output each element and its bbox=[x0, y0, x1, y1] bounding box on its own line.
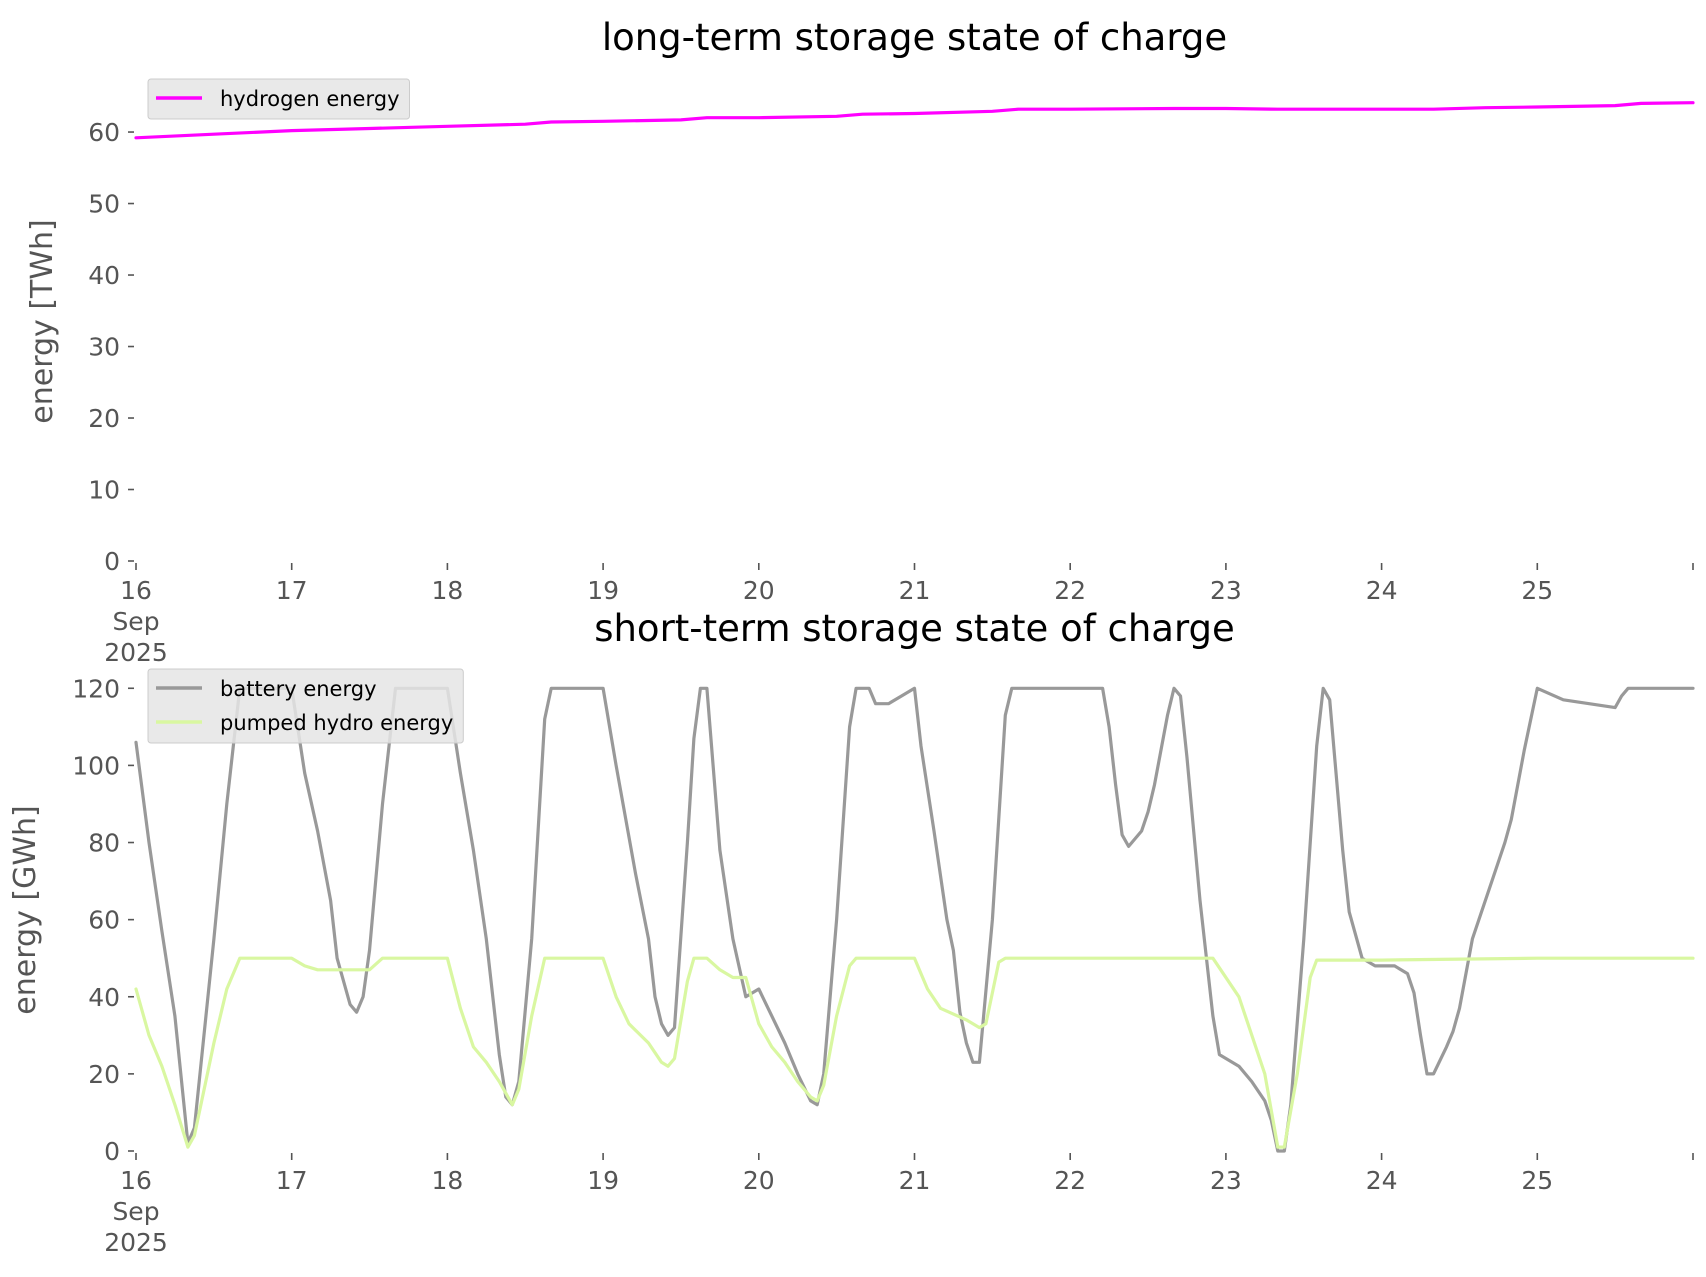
y-tick-label: 10 bbox=[88, 476, 120, 505]
legend-items: battery energy pumped hydro energy bbox=[156, 677, 453, 735]
series-lines bbox=[134, 686, 1695, 1153]
legend: hydrogen energy bbox=[147, 78, 410, 120]
legend-label-pumped-hydro-energy: pumped hydro energy bbox=[220, 711, 453, 735]
series-line-battery-energy bbox=[134, 686, 1695, 1153]
long-term-storage-chart: long-term storage state of charge energy… bbox=[25, 16, 1695, 667]
y-axis-label: energy [TWh] bbox=[25, 219, 60, 423]
x-tick-label: 24 bbox=[1366, 1166, 1398, 1195]
legend-label-battery-energy: battery energy bbox=[220, 677, 377, 701]
series-line-pumped-hydro-energy bbox=[134, 956, 1695, 1149]
short-term-storage-chart: short-term storage state of charge energ… bbox=[8, 607, 1695, 1257]
x-tick-label: 20 bbox=[743, 576, 775, 605]
x-tick-label: 21 bbox=[899, 576, 931, 605]
legend-label-hydrogen-energy: hydrogen energy bbox=[220, 87, 400, 111]
x-tick-label: Sep bbox=[112, 607, 159, 636]
y-tick-label: 20 bbox=[88, 404, 120, 433]
x-tick-label: 17 bbox=[276, 1166, 308, 1195]
x-tick-label: 19 bbox=[587, 1166, 619, 1195]
x-tick-label: 2025 bbox=[104, 1228, 168, 1257]
x-tick-label: 18 bbox=[431, 1166, 463, 1195]
x-tick-label: 23 bbox=[1210, 1166, 1242, 1195]
x-tick-label: 19 bbox=[587, 576, 619, 605]
y-tick-label: 60 bbox=[88, 906, 120, 935]
x-tick-label: Sep bbox=[112, 1197, 159, 1226]
series-line-hydrogen-energy bbox=[134, 101, 1695, 140]
y-tick-label: 40 bbox=[88, 261, 120, 290]
chart-title: short-term storage state of charge bbox=[594, 607, 1235, 650]
x-tick-label: 16 bbox=[120, 1166, 152, 1195]
chart-title: long-term storage state of charge bbox=[602, 16, 1227, 59]
y-axis-ticks: 0 10 20 30 40 50 60 bbox=[88, 118, 134, 576]
series-lines bbox=[134, 101, 1695, 140]
x-tick-label: 25 bbox=[1521, 1166, 1553, 1195]
x-tick-label: 20 bbox=[743, 1166, 775, 1195]
y-tick-label: 80 bbox=[88, 829, 120, 858]
x-tick-label: 22 bbox=[1054, 1166, 1086, 1195]
x-tick-label: 18 bbox=[431, 576, 463, 605]
x-tick-label: 17 bbox=[276, 576, 308, 605]
y-tick-label: 0 bbox=[104, 1137, 120, 1166]
y-tick-label: 20 bbox=[88, 1060, 120, 1089]
x-tick-label: 21 bbox=[899, 1166, 931, 1195]
y-axis-label: energy [GWh] bbox=[8, 805, 43, 1014]
x-tick-label: 2025 bbox=[104, 638, 168, 667]
x-tick-label: 25 bbox=[1521, 576, 1553, 605]
x-tick-label: 24 bbox=[1366, 576, 1398, 605]
y-tick-label: 40 bbox=[88, 983, 120, 1012]
x-tick-label: 22 bbox=[1054, 576, 1086, 605]
y-axis-ticks: 0 20 40 60 80 100 120 bbox=[72, 674, 134, 1166]
legend: battery energy pumped hydro energy bbox=[147, 668, 464, 744]
x-tick-label: 23 bbox=[1210, 576, 1242, 605]
y-tick-label: 30 bbox=[88, 333, 120, 362]
y-tick-label: 120 bbox=[72, 674, 120, 703]
y-tick-label: 60 bbox=[88, 118, 120, 147]
legend-box bbox=[147, 668, 464, 744]
y-tick-label: 0 bbox=[104, 547, 120, 576]
x-tick-label: 16 bbox=[120, 576, 152, 605]
y-tick-label: 100 bbox=[72, 751, 120, 780]
legend-box bbox=[147, 78, 410, 120]
legend-items: hydrogen energy bbox=[156, 87, 400, 111]
y-tick-label: 50 bbox=[88, 190, 120, 219]
